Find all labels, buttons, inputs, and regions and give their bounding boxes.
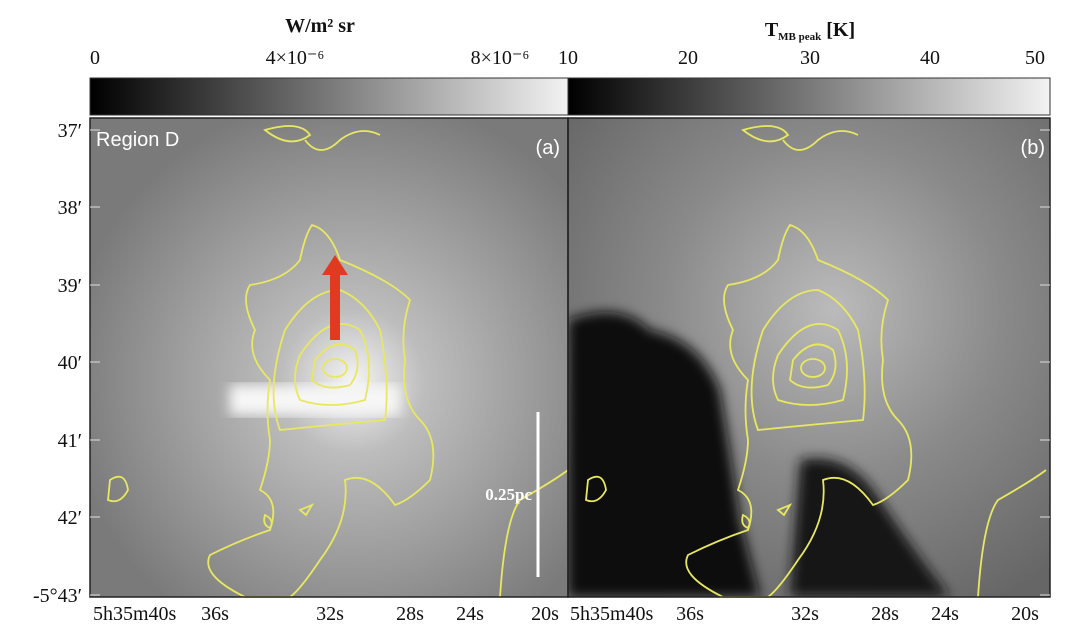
x-tick-label: 32s (791, 603, 819, 625)
x-tick-label: 20s (1011, 603, 1039, 625)
colorbar-tick: 4×10⁻⁶ (266, 47, 325, 69)
x-tick-label: 36s (201, 603, 229, 625)
y-tick-label: 39′ (58, 275, 82, 297)
scale-label: 0.25pc (485, 485, 532, 504)
x-tick-label: 24s (931, 603, 959, 625)
colorbar-tick: 8×10⁻⁶ (471, 47, 530, 69)
colorbar-tick: 10 (558, 47, 578, 69)
dark-regions (568, 312, 950, 597)
colorbar-tick: 0 (90, 47, 100, 69)
y-tick-label: 40′ (58, 352, 82, 374)
x-tick-label: 5h35m40s (93, 603, 177, 625)
x-tick-label: 28s (396, 603, 424, 625)
colorbar-tick: 30 (800, 47, 820, 69)
y-tick-label: 38′ (58, 197, 82, 219)
y-tick-label: 41′ (58, 430, 82, 452)
colorbar-label: TMB peak [K] (765, 19, 855, 43)
region-label: Region D (96, 129, 179, 151)
colorbar-label: W/m² sr (285, 15, 355, 37)
panel-tag: (a) (536, 137, 560, 159)
y-tick-label: 37′ (58, 120, 82, 142)
colorbar-tick: 20 (678, 47, 698, 69)
y-tick-label: 42′ (58, 507, 82, 529)
label-unit: [K] (821, 19, 855, 41)
colorbar-b (567, 77, 1051, 116)
panel-b-frame (567, 117, 1051, 598)
x-tick-label: 28s (871, 603, 899, 625)
x-tick-label: 36s (676, 603, 704, 625)
x-tick-label: 24s (456, 603, 484, 625)
y-tick-label: -5°43′ (33, 585, 82, 607)
bright-emission (230, 385, 400, 415)
x-tick-label: 32s (316, 603, 344, 625)
panel-tag: (b) (1021, 137, 1045, 159)
x-tick-label: 5h35m40s (570, 603, 654, 625)
label-sub: MB peak (778, 31, 822, 43)
arrow-head (322, 255, 348, 275)
panel-a-image (90, 118, 568, 597)
colorbar-tick: 40 (920, 47, 940, 69)
colorbar-a (89, 77, 569, 116)
x-tick-label: 20s (531, 603, 559, 625)
colorbar-tick: 50 (1025, 47, 1045, 69)
label-main: T (765, 19, 779, 41)
